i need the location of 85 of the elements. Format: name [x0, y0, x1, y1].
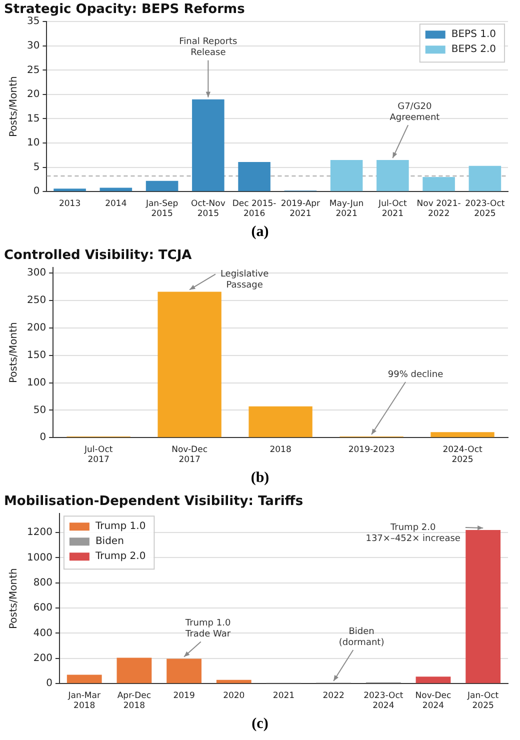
bar: [54, 188, 86, 192]
bar: [158, 292, 222, 438]
y-tick-label: 1000: [26, 552, 52, 564]
y-tick-label: 15: [26, 113, 40, 124]
bar: [66, 674, 102, 684]
bar: [330, 160, 363, 192]
annotation: 99% decline: [388, 370, 444, 380]
bar: [116, 658, 152, 684]
y-tick-label: 200: [26, 322, 46, 334]
x-tick-label: 2020: [223, 690, 245, 701]
y-tick-label: 300: [26, 268, 46, 279]
y-tick-label: 250: [26, 295, 46, 306]
legend-label: Trump 2.0: [94, 551, 146, 562]
bar: [238, 162, 270, 192]
bar: [248, 406, 312, 438]
bar: [166, 658, 202, 684]
x-tick-label: 2019: [173, 690, 195, 701]
y-tick-label: 25: [26, 64, 40, 76]
x-tick-label: 2024-Oct 2025: [442, 444, 483, 466]
legend-label: Biden: [95, 536, 124, 548]
y-axis-title: Posts/Month: [8, 76, 20, 138]
x-tick-label: 2018: [270, 444, 292, 455]
chart-title: Strategic Opacity: BEPS Reforms: [4, 2, 246, 18]
x-tick-label: 2014: [105, 198, 127, 209]
y-tick-label: 35: [26, 16, 40, 28]
annotation: G7/G20 Agreement: [390, 102, 440, 123]
y-axis-title: Posts/Month: [8, 322, 20, 384]
y-tick-label: 0: [46, 678, 52, 690]
y-tick-label: 0: [33, 186, 40, 198]
x-tick-label: Apr-Dec 2018: [117, 690, 152, 712]
legend-label: Trump 1.0: [94, 521, 146, 532]
legend-label: BEPS 2.0: [451, 44, 496, 56]
x-tick-label: Nov-Dec 2024: [415, 690, 452, 712]
y-tick-label: 400: [33, 628, 52, 639]
x-tick-label: Jan-Sep 2015: [144, 198, 178, 220]
y-tick-label: 10: [26, 138, 40, 149]
bar: [146, 180, 178, 192]
x-tick-label: 2023-Oct 2024: [364, 690, 404, 712]
bar: [416, 676, 451, 684]
y-tick-label: 5: [33, 162, 40, 173]
y-tick-label: 600: [33, 602, 52, 614]
x-tick-label: Jul-Oct 2021: [378, 198, 408, 220]
bar: [192, 99, 224, 192]
y-tick-label: 1200: [26, 527, 52, 538]
y-tick-label: 20: [26, 89, 40, 100]
x-tick-label: 2023-Oct 2025: [465, 198, 506, 220]
x-tick-label: Nov 2021- 2022: [416, 198, 461, 220]
chart-title: Controlled Visibility: TCJA: [4, 248, 192, 264]
annotation: Legislative Passage: [220, 270, 270, 291]
bar: [468, 166, 502, 192]
x-tick-label: Jul-Oct 2017: [83, 444, 114, 466]
x-tick-label: Jan-Oct 2025: [466, 690, 500, 712]
x-tick-label: Jan-Mar 2018: [67, 690, 101, 712]
y-tick-label: 150: [26, 350, 46, 361]
bar: [376, 160, 409, 192]
x-tick-label: 2022: [322, 690, 344, 701]
bar: [466, 530, 501, 684]
y-axis-title: Posts/Month: [8, 568, 20, 630]
text: (b): [250, 469, 270, 488]
annotation: Biden (dormant): [338, 626, 384, 648]
text: (c): [250, 715, 270, 734]
text: (a): [250, 223, 270, 242]
y-tick-label: 30: [26, 40, 40, 52]
x-tick-label: Oct-Nov 2015: [190, 198, 226, 220]
annotation: Trump 1.0 Trade War: [184, 618, 231, 640]
annotation: Final Reports Release: [179, 37, 238, 58]
annotation: Trump 2.0 137×–452× increase: [366, 522, 461, 544]
x-tick-label: Nov-Dec 2017: [172, 444, 208, 466]
y-tick-label: 800: [33, 577, 52, 588]
x-tick-label: 2019-2023: [348, 444, 395, 455]
y-tick-label: 200: [33, 653, 52, 664]
y-tick-label: 100: [26, 377, 46, 388]
bar: [100, 188, 132, 192]
bar: [422, 177, 455, 192]
x-tick-label: 2019-Apr 2021: [280, 198, 321, 220]
y-tick-label: 50: [33, 404, 46, 416]
y-tick-label: 0: [40, 432, 46, 444]
x-tick-label: 2013: [58, 198, 81, 209]
x-tick-label: 2021: [272, 690, 295, 701]
legend-label: BEPS 1.0: [451, 29, 496, 40]
x-tick-label: May-Jun 2021: [329, 198, 364, 220]
chart-title: Mobilisation-Dependent Visibility: Tariffs: [4, 494, 304, 510]
bar: [216, 680, 252, 684]
x-tick-label: Dec 2015- 2016: [232, 198, 276, 220]
bar: [430, 432, 494, 438]
